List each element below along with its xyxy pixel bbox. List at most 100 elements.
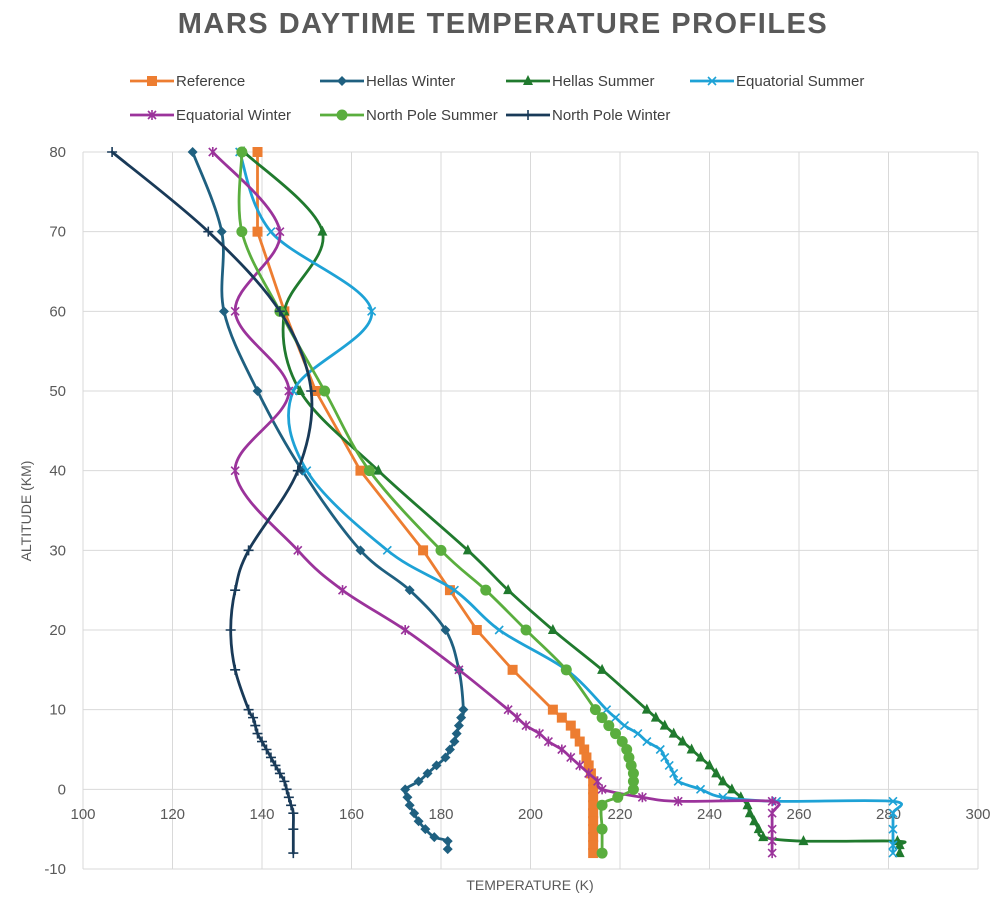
data-point <box>588 816 599 827</box>
data-point <box>373 464 384 475</box>
data-point <box>257 736 267 747</box>
data-point <box>585 768 596 779</box>
legend-item: North Pole Summer <box>320 104 498 126</box>
data-point <box>627 783 639 795</box>
data-point <box>252 226 263 237</box>
data-point <box>888 808 898 818</box>
data-point <box>888 796 898 806</box>
data-point <box>292 465 303 476</box>
data-point <box>274 768 285 779</box>
x-tick-label: 100 <box>70 806 95 823</box>
data-point <box>440 752 451 763</box>
data-point <box>588 848 599 859</box>
legend-label: Hellas Summer <box>552 72 655 90</box>
y-tick-label: 30 <box>49 542 66 559</box>
data-point <box>704 759 715 770</box>
data-point <box>749 815 760 826</box>
data-point <box>203 226 214 237</box>
data-point <box>317 225 328 236</box>
series-line <box>211 150 781 855</box>
legend-label: North Pole Summer <box>366 106 498 124</box>
legend-label: Equatorial Summer <box>736 72 865 90</box>
legend-swatch <box>320 76 364 86</box>
data-point <box>444 585 455 596</box>
data-point <box>225 625 236 635</box>
data-point <box>583 760 594 771</box>
x-tick-label: 140 <box>249 806 274 823</box>
data-point <box>337 585 348 596</box>
data-point <box>565 720 576 731</box>
data-point <box>655 744 665 755</box>
data-point <box>471 625 482 635</box>
data-point <box>252 147 263 157</box>
x-tick-label: 260 <box>786 806 811 823</box>
series-line <box>238 150 903 855</box>
data-point <box>584 768 594 779</box>
data-point <box>236 146 248 158</box>
data-point <box>275 226 285 237</box>
data-point <box>230 465 240 476</box>
legend-item: Reference <box>130 70 245 92</box>
data-point <box>610 728 622 740</box>
data-point <box>744 807 755 818</box>
data-point <box>589 704 601 716</box>
data-point <box>798 835 809 846</box>
data-point <box>252 386 263 396</box>
data-point <box>767 808 777 819</box>
series-equatorial-winter <box>208 147 781 859</box>
data-point <box>767 848 777 859</box>
data-point <box>894 847 905 858</box>
data-point <box>717 775 728 786</box>
legend-swatch <box>130 76 174 86</box>
data-point <box>695 751 706 762</box>
data-point <box>642 736 652 747</box>
data-point <box>767 796 777 807</box>
data-point <box>707 76 717 86</box>
data-point <box>588 808 599 819</box>
data-point <box>507 664 518 675</box>
data-point <box>579 744 590 755</box>
data-point <box>107 147 118 157</box>
data-point <box>588 832 599 843</box>
data-point <box>888 824 898 834</box>
series-line <box>237 150 636 855</box>
gridlines <box>82 151 979 870</box>
data-point <box>288 808 299 819</box>
series-line <box>242 150 907 855</box>
data-point <box>597 663 608 674</box>
data-point <box>187 147 198 157</box>
data-point <box>523 110 533 120</box>
data-point <box>686 743 697 754</box>
series-reference <box>252 147 599 859</box>
data-point <box>293 545 303 556</box>
data-point <box>266 227 276 237</box>
data-point <box>596 712 608 724</box>
data-point <box>588 784 599 795</box>
data-point <box>556 712 567 723</box>
data-point <box>409 808 420 819</box>
y-axis-title: ALTITUDE (KM) <box>18 461 34 562</box>
series-hellas-summer <box>239 146 907 858</box>
data-point <box>435 544 447 556</box>
data-point <box>588 800 599 811</box>
data-point <box>503 584 514 595</box>
x-axis-title: TEMPERATURE (K) <box>466 877 593 893</box>
data-point <box>453 720 464 731</box>
data-point <box>283 792 294 803</box>
data-point <box>236 226 248 238</box>
data-point <box>288 824 299 835</box>
data-point <box>230 585 241 596</box>
data-point <box>413 776 424 787</box>
data-point <box>603 720 615 732</box>
legend-label: Hellas Winter <box>366 72 456 90</box>
y-tick-label: 20 <box>49 622 66 639</box>
data-point <box>319 385 331 397</box>
data-point <box>767 836 777 847</box>
data-point <box>413 816 424 827</box>
data-point <box>295 385 306 395</box>
series-line <box>256 150 595 855</box>
data-point <box>302 466 312 476</box>
data-point <box>660 752 670 763</box>
data-point <box>581 752 592 763</box>
data-point <box>440 625 451 635</box>
